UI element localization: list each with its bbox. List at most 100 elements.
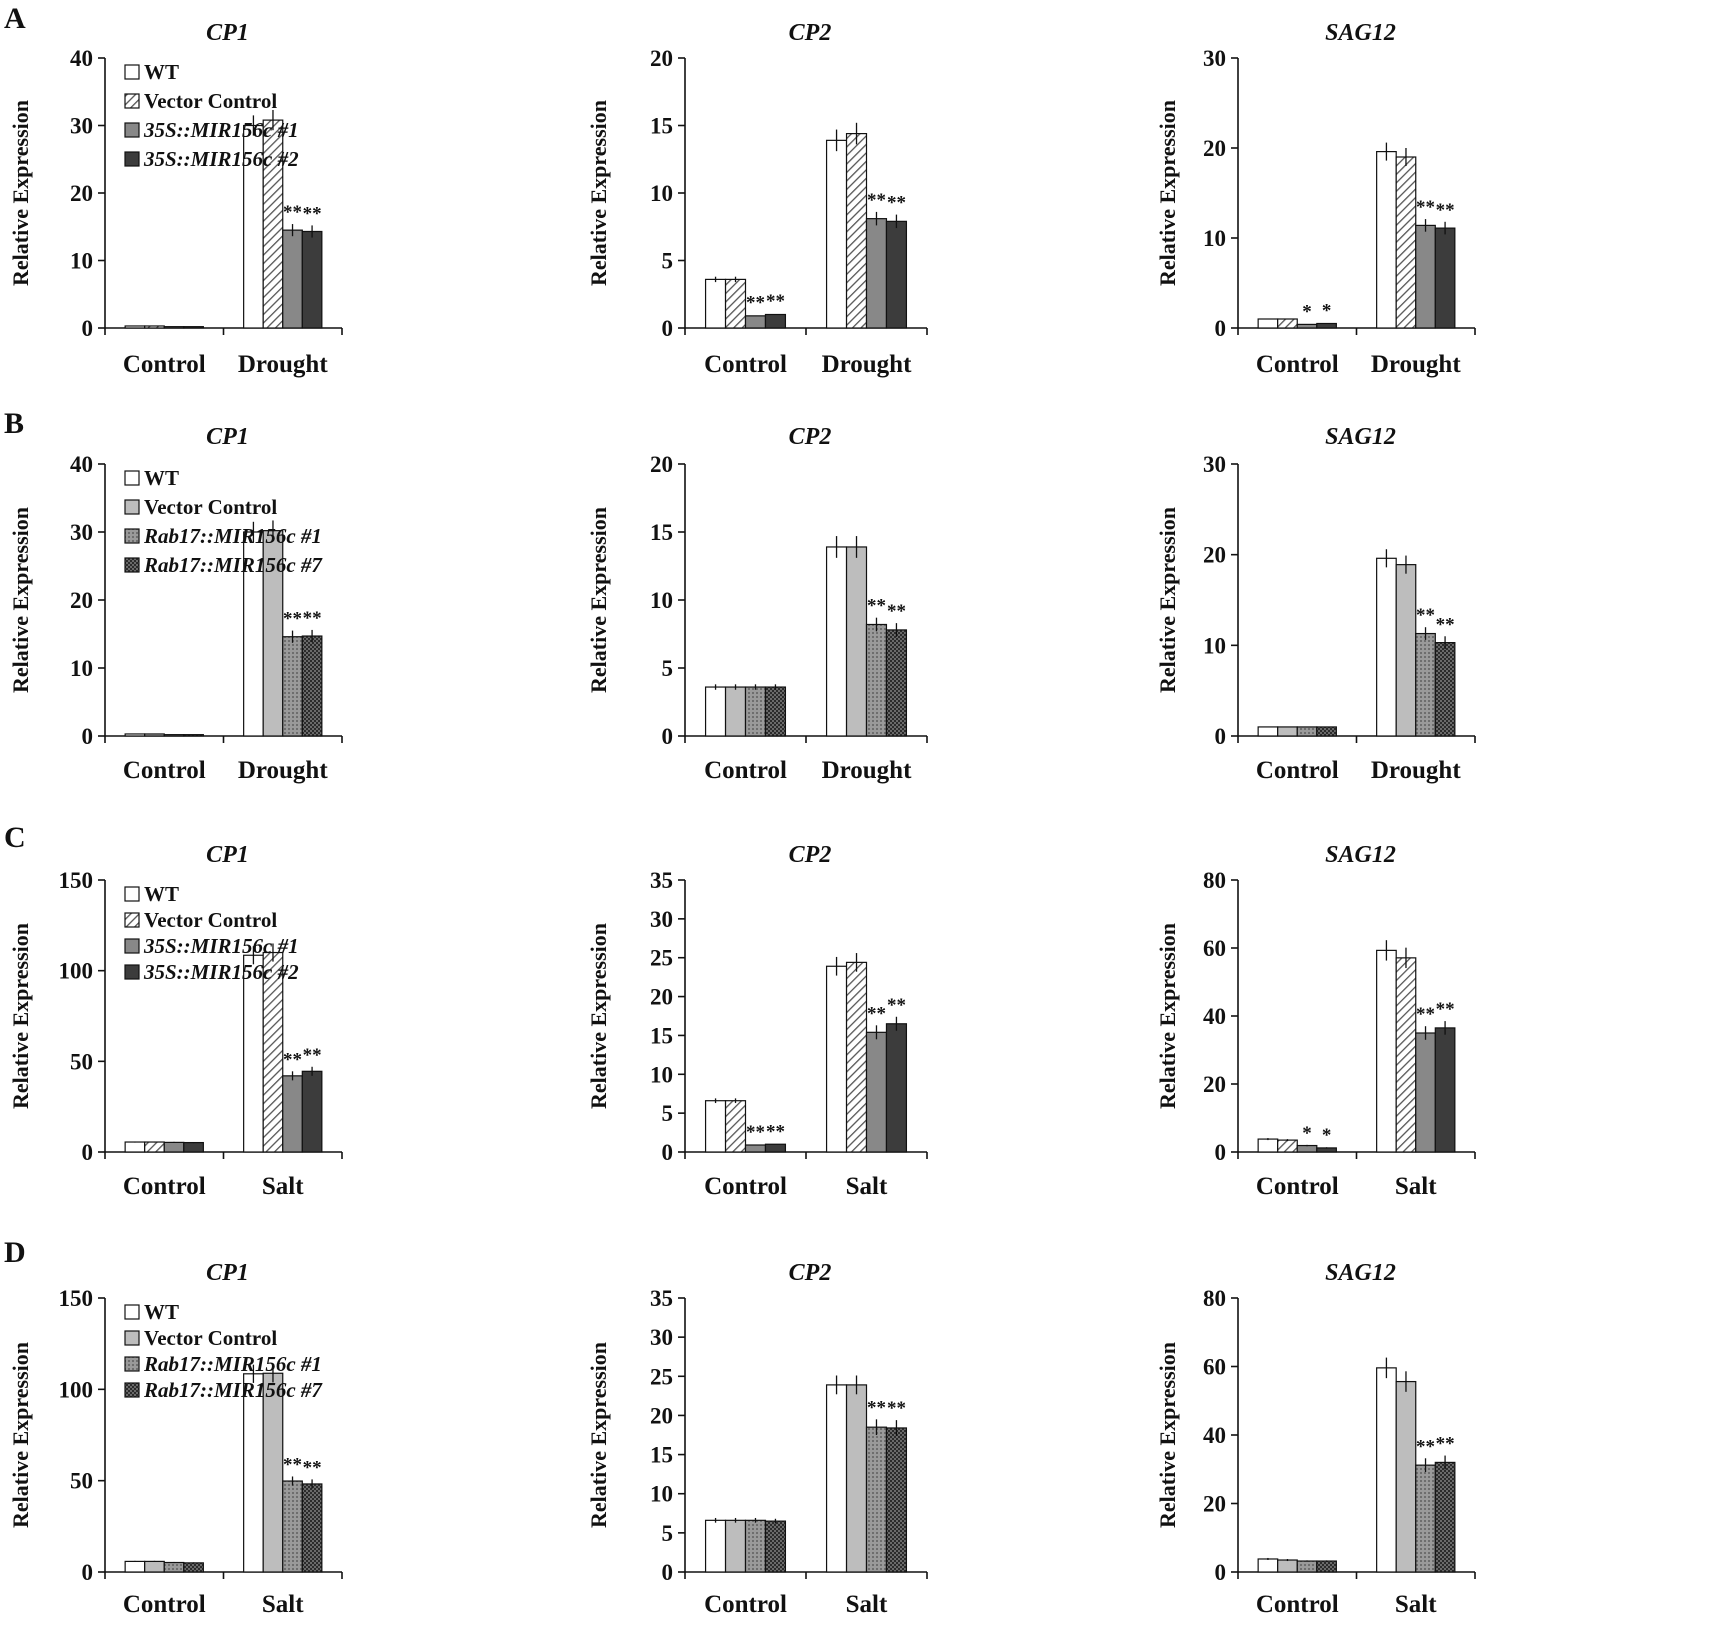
- category-label: Salt: [262, 1591, 304, 1618]
- legend-label: WT: [144, 882, 179, 906]
- y-tick-label: 20: [1203, 543, 1226, 568]
- legend-swatch-3: [124, 964, 140, 980]
- significance-mark: **: [303, 608, 322, 629]
- y-tick-label: 5: [662, 249, 674, 274]
- bar-35s-mir156c-1-drought: [865, 218, 888, 329]
- y-tick-label: 60: [1203, 1355, 1226, 1380]
- bar-wt-control: [704, 1100, 727, 1153]
- bar-wt-control: [1257, 726, 1279, 737]
- category-label: Control: [1256, 1591, 1339, 1618]
- y-tick-label: 10: [70, 656, 93, 681]
- chart-c-cp1: CP1 Relative Expression 0 50 100 150 Control Sa…: [8, 842, 343, 1200]
- bar-rab17-mir156c-7-drought: [1434, 642, 1456, 737]
- category-label: Control: [704, 1591, 787, 1618]
- chart-d-cp2: CP2 Relative Expression 0 5 10 15 20 25 30 35 Cont…: [586, 1260, 928, 1618]
- significance-mark: *: [1322, 1125, 1332, 1146]
- y-tick-label: 0: [82, 316, 94, 341]
- significance-mark: **: [283, 1454, 302, 1475]
- significance-mark: **: [746, 293, 765, 314]
- bar-wt-drought: [825, 546, 848, 737]
- significance-mark: *: [1322, 301, 1332, 322]
- panel-letter: C: [4, 821, 26, 854]
- y-tick-label: 20: [70, 181, 93, 206]
- y-tick-label: 15: [650, 1443, 673, 1468]
- category-label: Drought: [1371, 757, 1462, 784]
- y-tick-label: 20: [1203, 136, 1226, 161]
- legend-label: 35S::MIR156c #1: [143, 934, 299, 958]
- chart-d-cp1: CP1 Relative Expression 0 50 100 150 Control Sa…: [8, 1260, 343, 1618]
- bar-vector-control-control: [1277, 1559, 1298, 1573]
- y-tick-label: 0: [1215, 316, 1227, 341]
- bar-rab17-mir156c-1-drought: [1415, 632, 1436, 737]
- chart-title: SAG12: [1325, 1260, 1396, 1286]
- bar-35s-mir156c-1-control: [744, 1144, 767, 1153]
- bar-wt-drought: [1376, 151, 1397, 329]
- bar-35s-mir156c-2-control: [764, 313, 787, 329]
- chart-b-cp1: CP1 Relative Expression 0 10 20 30 40 Control Dr…: [8, 424, 343, 784]
- bar-wt-control: [1257, 1138, 1279, 1153]
- bar-rab17-mir156c-1-salt: [282, 1480, 303, 1573]
- y-axis-label: Relative Expression: [586, 923, 611, 1109]
- y-tick-label: 0: [662, 1560, 674, 1585]
- bar-35s-mir156c-2-drought: [1434, 227, 1456, 329]
- bar-rab17-mir156c-1-drought: [865, 623, 888, 737]
- bar-wt-control: [704, 1519, 727, 1573]
- category-label: Control: [704, 1173, 787, 1200]
- bar-vector-control-drought: [845, 133, 868, 329]
- bar-rab17-mir156c-7-control: [764, 686, 787, 737]
- bar-rab17-mir156c-7-salt: [885, 1427, 908, 1573]
- y-tick-label: 20: [1203, 1492, 1226, 1517]
- bar-vector-control-control: [724, 1519, 747, 1573]
- y-tick-label: 20: [650, 452, 673, 477]
- y-tick-label: 30: [1203, 452, 1226, 477]
- y-tick-label: 25: [650, 1364, 673, 1389]
- bar-vector-control-control: [724, 1100, 747, 1153]
- bar-35s-mir156c-1-control: [744, 315, 767, 329]
- chart-title: SAG12: [1325, 424, 1396, 450]
- y-tick-label: 5: [662, 656, 674, 681]
- bar-wt-drought: [825, 139, 848, 329]
- y-tick-label: 15: [650, 1023, 673, 1048]
- significance-mark: **: [303, 1045, 322, 1066]
- chart-title: CP2: [789, 20, 832, 46]
- significance-mark: **: [766, 1121, 785, 1142]
- bar-rab17-mir156c-1-control: [1296, 726, 1318, 737]
- chart-title: CP1: [206, 1260, 249, 1286]
- y-tick-label: 150: [59, 1286, 94, 1311]
- bar-rab17-mir156c-7-control: [1316, 726, 1337, 737]
- category-label: Drought: [1371, 351, 1462, 378]
- legend-label: 35S::MIR156c #2: [143, 960, 299, 984]
- bar-35s-mir156c-1-control: [1296, 323, 1318, 329]
- bar-vector-control-salt: [845, 961, 868, 1153]
- y-tick-label: 0: [82, 1560, 94, 1585]
- y-axis-label: Relative Expression: [1155, 100, 1180, 286]
- chart-d-sag12: SAG12 Relative Expression 0 20 40 60 80 Control…: [1155, 1260, 1476, 1618]
- significance-mark: **: [1416, 1436, 1435, 1457]
- significance-mark: **: [1436, 1434, 1455, 1455]
- bar-35s-mir156c-1-salt: [865, 1031, 888, 1153]
- bar-wt-control: [704, 278, 727, 329]
- category-label: Drought: [822, 757, 913, 784]
- y-tick-label: 40: [70, 46, 93, 71]
- bar-rab17-mir156c-7-salt: [301, 1483, 323, 1573]
- y-tick-label: 0: [662, 724, 674, 749]
- bar-35s-mir156c-2-control: [764, 1143, 787, 1153]
- legend-swatch-3: [124, 151, 140, 167]
- bar-35s-mir156c-2-salt: [885, 1023, 908, 1153]
- y-tick-label: 100: [59, 1377, 94, 1402]
- significance-mark: **: [867, 190, 886, 211]
- category-label: Salt: [846, 1591, 888, 1618]
- legend-label: WT: [144, 1300, 179, 1324]
- chart-title: CP2: [789, 1260, 832, 1286]
- bar-35s-mir156c-1-control: [163, 1141, 185, 1153]
- bar-vector-control-salt: [845, 1384, 868, 1573]
- category-label: Control: [1256, 757, 1339, 784]
- bar-35s-mir156c-1-drought: [1415, 224, 1436, 329]
- y-tick-label: 60: [1203, 936, 1226, 961]
- y-tick-label: 10: [650, 588, 673, 613]
- y-tick-label: 20: [1203, 1072, 1226, 1097]
- bar-rab17-mir156c-7-salt: [1434, 1461, 1456, 1573]
- y-axis-label: Relative Expression: [586, 507, 611, 693]
